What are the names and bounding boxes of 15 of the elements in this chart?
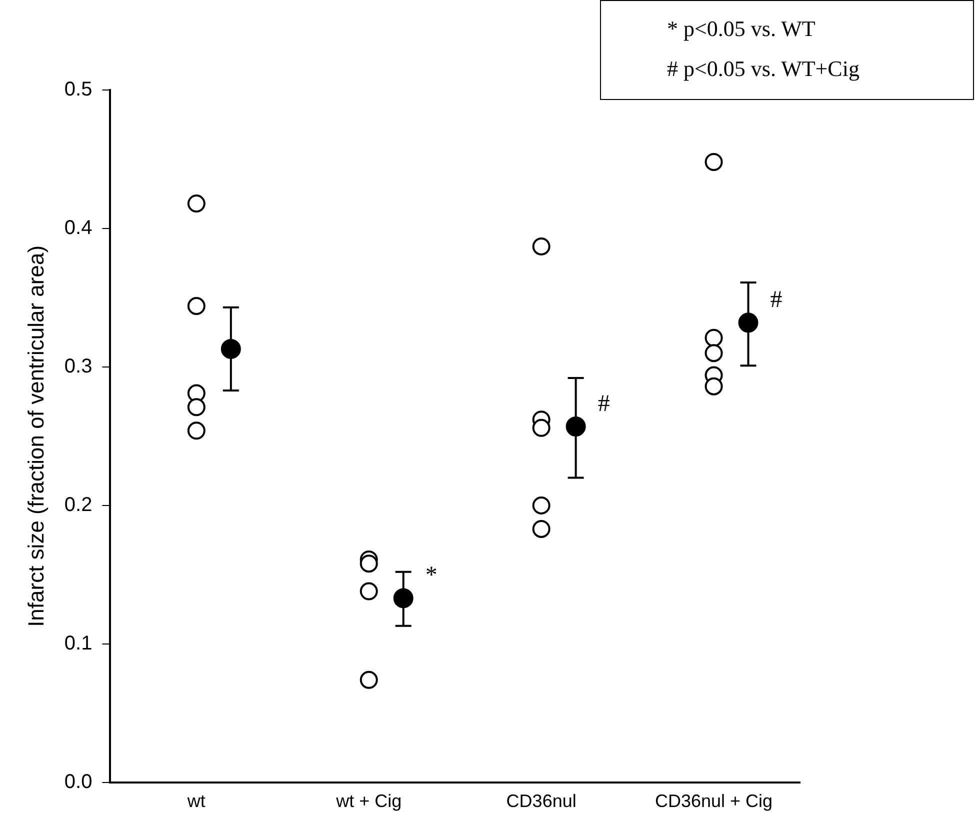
y-tick-label: 0.4: [64, 216, 92, 239]
y-tick-label: 0.1: [64, 632, 92, 654]
x-tick-label: wt: [186, 791, 206, 812]
x-tick-label: wt + Cig: [335, 791, 402, 812]
y-tick-label: 0.5: [64, 78, 92, 101]
data-label: #: [598, 390, 610, 417]
data-label: *: [425, 562, 438, 589]
y-axis-title: Infarct size (fraction of ventricular area): [23, 245, 48, 627]
data-label: #: [770, 286, 782, 313]
y-tick-label: 0.2: [64, 494, 92, 516]
y-tick-label: 0.3: [64, 355, 92, 378]
x-tick-label: CD36nul: [506, 791, 576, 812]
y-tick-label: 0.0: [64, 770, 92, 793]
x-tick-label: CD36nul + Cig: [654, 791, 773, 812]
note-box: * p<0.05 vs. WT # p<0.05 vs. WT+Cig: [600, 0, 974, 100]
